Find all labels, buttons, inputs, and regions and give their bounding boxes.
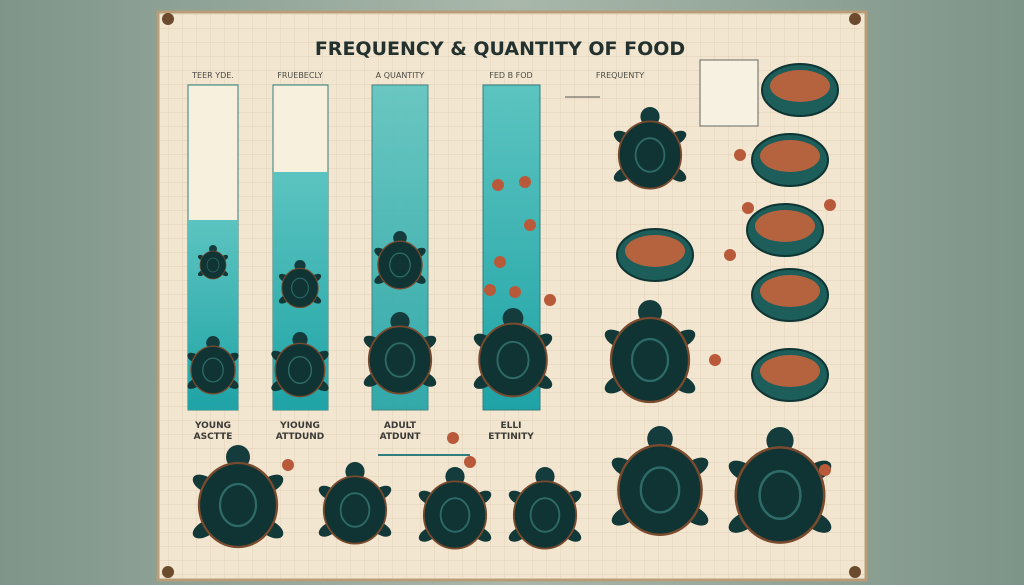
food-pellet	[494, 256, 506, 268]
calendar	[699, 59, 759, 127]
turtle	[611, 426, 709, 537]
turtle-scute	[202, 357, 224, 383]
food	[770, 70, 830, 102]
turtle-scute	[630, 337, 670, 383]
turtle-scute	[206, 257, 220, 273]
food-pellet	[742, 202, 754, 214]
pin	[162, 566, 174, 578]
column-header: A QUANTITY	[376, 71, 425, 80]
food-pellet	[709, 354, 721, 366]
turtle-shell	[734, 446, 826, 544]
turtle	[473, 308, 553, 398]
turtle	[374, 231, 426, 290]
column-label: ASCTTE	[194, 432, 233, 442]
turtle-scute	[339, 492, 371, 528]
column-label: ATTDUND	[276, 432, 325, 442]
turtle	[278, 260, 322, 309]
column-label: YIOUNG	[279, 421, 320, 431]
turtle	[613, 107, 687, 190]
turtle	[271, 332, 329, 398]
turtle-shell	[422, 480, 488, 550]
food-pellet	[464, 456, 476, 468]
turtle-scute	[634, 137, 666, 173]
turtle	[363, 312, 437, 395]
turtle-scute	[389, 252, 411, 278]
food	[625, 235, 685, 267]
turtle-shell	[617, 120, 683, 190]
turtle-scute	[439, 497, 471, 533]
turtle-scute	[529, 497, 561, 533]
food	[755, 210, 815, 242]
pin	[162, 13, 174, 25]
turtle	[418, 467, 492, 550]
food	[760, 140, 820, 172]
food-pellet	[484, 284, 496, 296]
turtle	[187, 336, 239, 395]
turtle-scute	[287, 355, 313, 385]
turtle-shell	[367, 325, 433, 395]
column-label: ADULT	[384, 421, 417, 431]
food-pellet	[524, 219, 536, 231]
turtle-shell	[609, 316, 691, 404]
turtle-shell	[478, 322, 548, 398]
food-pellet	[282, 459, 294, 471]
column-header: FREQUENTY	[596, 71, 644, 80]
turtle-shell	[199, 250, 227, 280]
food-pellet	[544, 294, 556, 306]
turtle-shell	[617, 443, 703, 537]
food-pellet	[519, 176, 531, 188]
turtle-scute	[384, 342, 416, 378]
turtle-scute	[291, 277, 309, 299]
turtle-shell	[512, 480, 578, 550]
food-pellet	[492, 179, 504, 191]
turtle-shell	[197, 461, 279, 549]
turtle	[508, 467, 582, 550]
food-pellet	[734, 149, 746, 161]
food	[760, 355, 820, 387]
column-header: FED B FOD	[489, 71, 532, 80]
column-header: FRUEBECLY	[277, 71, 323, 80]
turtle-shell	[377, 240, 423, 290]
column-label: ELLI	[501, 421, 522, 431]
food-pellet	[819, 464, 831, 476]
food-pellet	[447, 432, 459, 444]
title: FREQUENCY & QUANTITY OF FOOD	[315, 38, 685, 60]
column-label: ATDUNT	[380, 432, 422, 442]
food-pellet	[824, 199, 836, 211]
turtle	[192, 445, 284, 549]
column-label: ETTINITY	[488, 432, 534, 442]
turtle-shell	[274, 342, 326, 398]
pin	[849, 566, 861, 578]
turtle-shell	[322, 475, 388, 545]
column-header: TEER YDE.	[191, 71, 234, 80]
column-label: YOUNG	[194, 421, 231, 431]
turtle-scute	[496, 340, 530, 380]
turtle	[197, 245, 229, 280]
turtle	[604, 300, 696, 404]
pin	[849, 13, 861, 25]
turtle-scute	[639, 466, 681, 514]
food-pellet	[509, 286, 521, 298]
turtle-shell	[281, 267, 319, 309]
turtle	[318, 462, 392, 545]
turtle-scute	[758, 469, 802, 521]
food-pellet	[724, 249, 736, 261]
food	[760, 275, 820, 307]
turtle-shell	[190, 345, 236, 395]
